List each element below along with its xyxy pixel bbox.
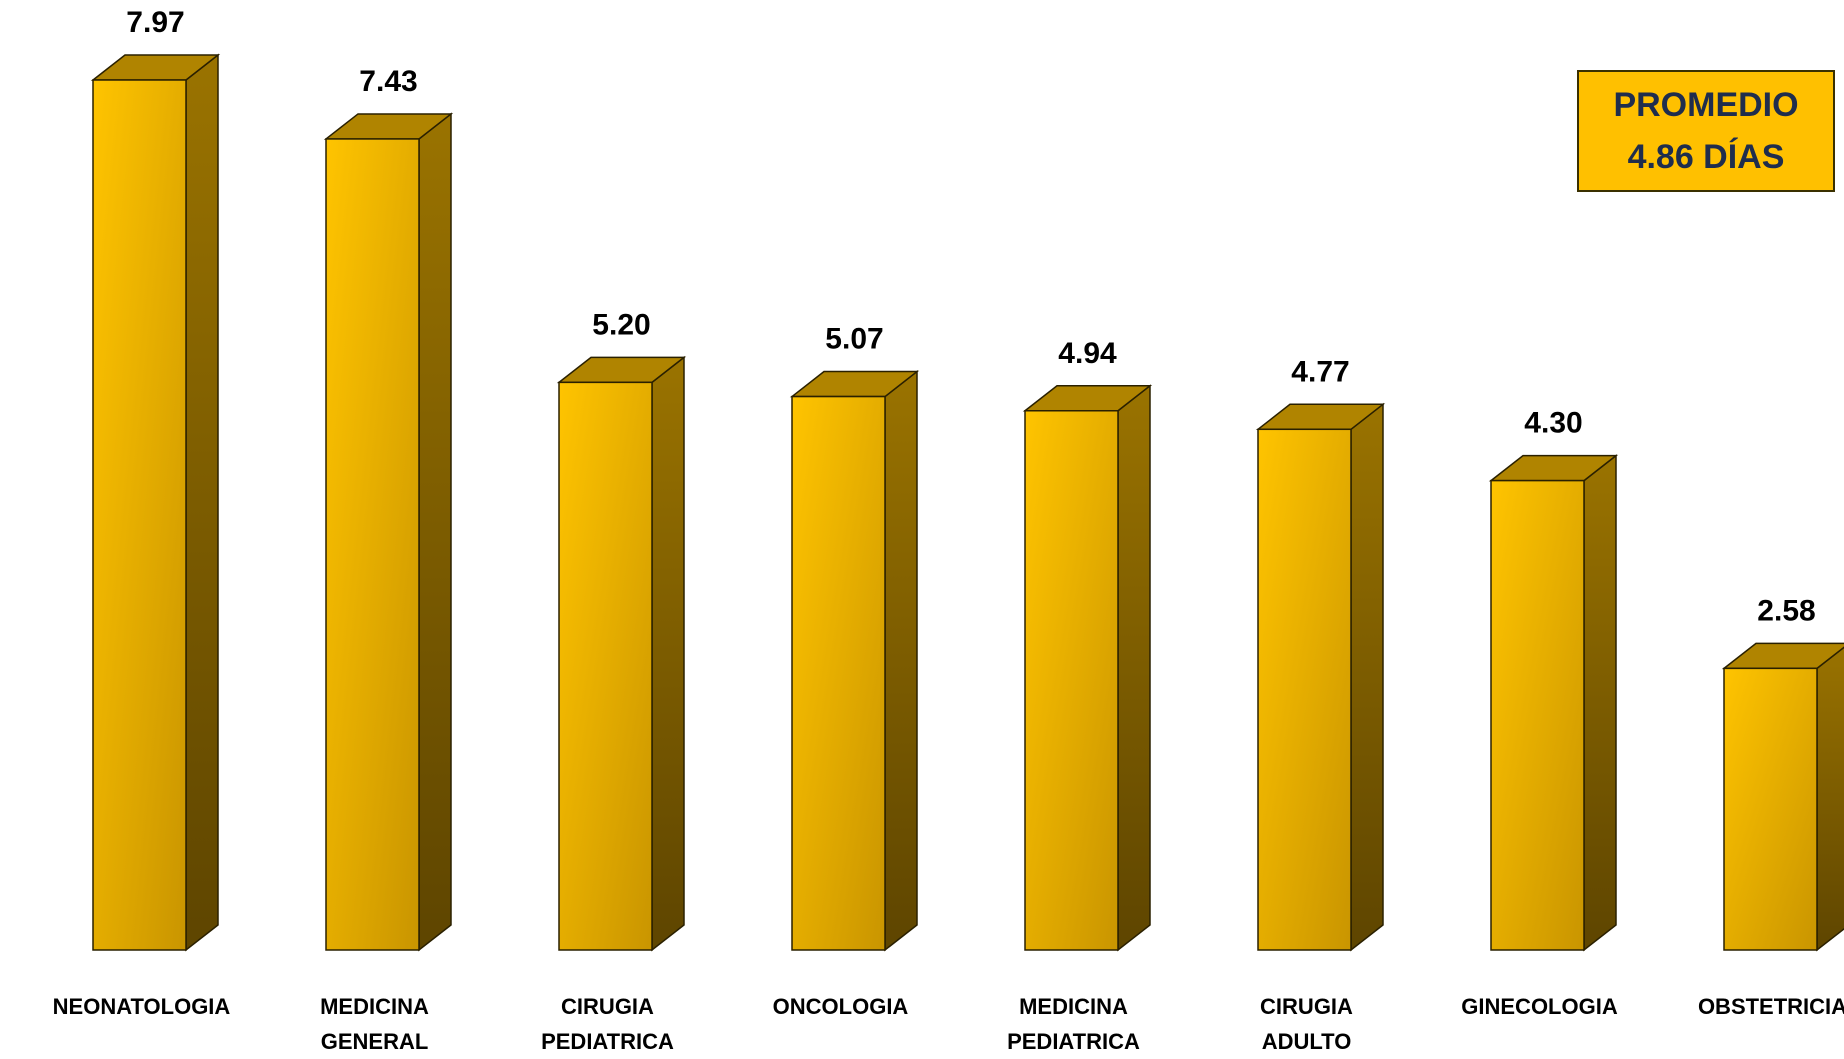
bar-side — [1816, 646, 1844, 952]
bars-layer — [90, 53, 1844, 952]
bar-front — [325, 138, 420, 951]
value-label: 4.30 — [1524, 407, 1582, 440]
value-labels-layer: 7.97 7.43 5.20 5.07 4.94 4.77 4.30 2.58 — [126, 6, 1815, 627]
category-label: OBSTETRICIA — [1698, 994, 1844, 1019]
bar-side — [1117, 384, 1151, 952]
bar — [323, 112, 454, 952]
bar-front — [1257, 428, 1352, 951]
bar-front — [558, 381, 653, 951]
category-label: PEDIATRICA — [1007, 1029, 1140, 1054]
bar-side — [884, 370, 918, 952]
bar-side — [651, 355, 685, 952]
category-labels-layer: NEONATOLOGIA MEDICINA GENERAL CIRUGIA PEDIAT… — [53, 994, 1844, 1054]
bar — [1488, 454, 1619, 952]
category-label: MEDICINA — [1019, 994, 1128, 1019]
average-box-line2: 4.86 DÍAS — [1627, 138, 1785, 176]
bar — [1255, 402, 1386, 952]
category-label: NEONATOLOGIA — [53, 994, 231, 1019]
value-label: 7.43 — [359, 65, 417, 98]
category-label: ONCOLOGIA — [773, 994, 909, 1019]
bar-side — [418, 112, 452, 952]
value-label: 5.20 — [592, 308, 650, 341]
average-box-line1: PROMEDIO — [1613, 86, 1799, 124]
bar — [556, 355, 687, 952]
value-label: 5.07 — [825, 323, 883, 356]
value-label: 7.97 — [126, 6, 184, 39]
category-label: MEDICINA — [320, 994, 429, 1019]
category-label: CIRUGIA — [1260, 994, 1353, 1019]
category-label: ADULTO — [1262, 1029, 1352, 1054]
average-box: PROMEDIO 4.86 DÍAS — [1577, 70, 1835, 192]
value-label: 2.58 — [1757, 594, 1815, 627]
bar-front — [92, 79, 187, 951]
category-label: GINECOLOGIA — [1461, 994, 1618, 1019]
bar-front — [1490, 479, 1585, 951]
bar-side — [1350, 402, 1384, 952]
bar-front — [1024, 410, 1119, 951]
category-label: PEDIATRICA — [541, 1029, 674, 1054]
value-label: 4.77 — [1291, 355, 1349, 388]
value-label: 4.94 — [1058, 337, 1117, 370]
category-label: GENERAL — [321, 1029, 429, 1054]
bar — [90, 53, 221, 952]
bar-side — [1583, 454, 1617, 952]
bar-front — [1723, 667, 1818, 951]
bar — [1721, 642, 1844, 952]
category-label: CIRUGIA — [561, 994, 654, 1019]
bar-side — [185, 53, 219, 952]
bar — [789, 370, 920, 952]
bar-front — [791, 395, 886, 951]
bar — [1022, 384, 1153, 952]
